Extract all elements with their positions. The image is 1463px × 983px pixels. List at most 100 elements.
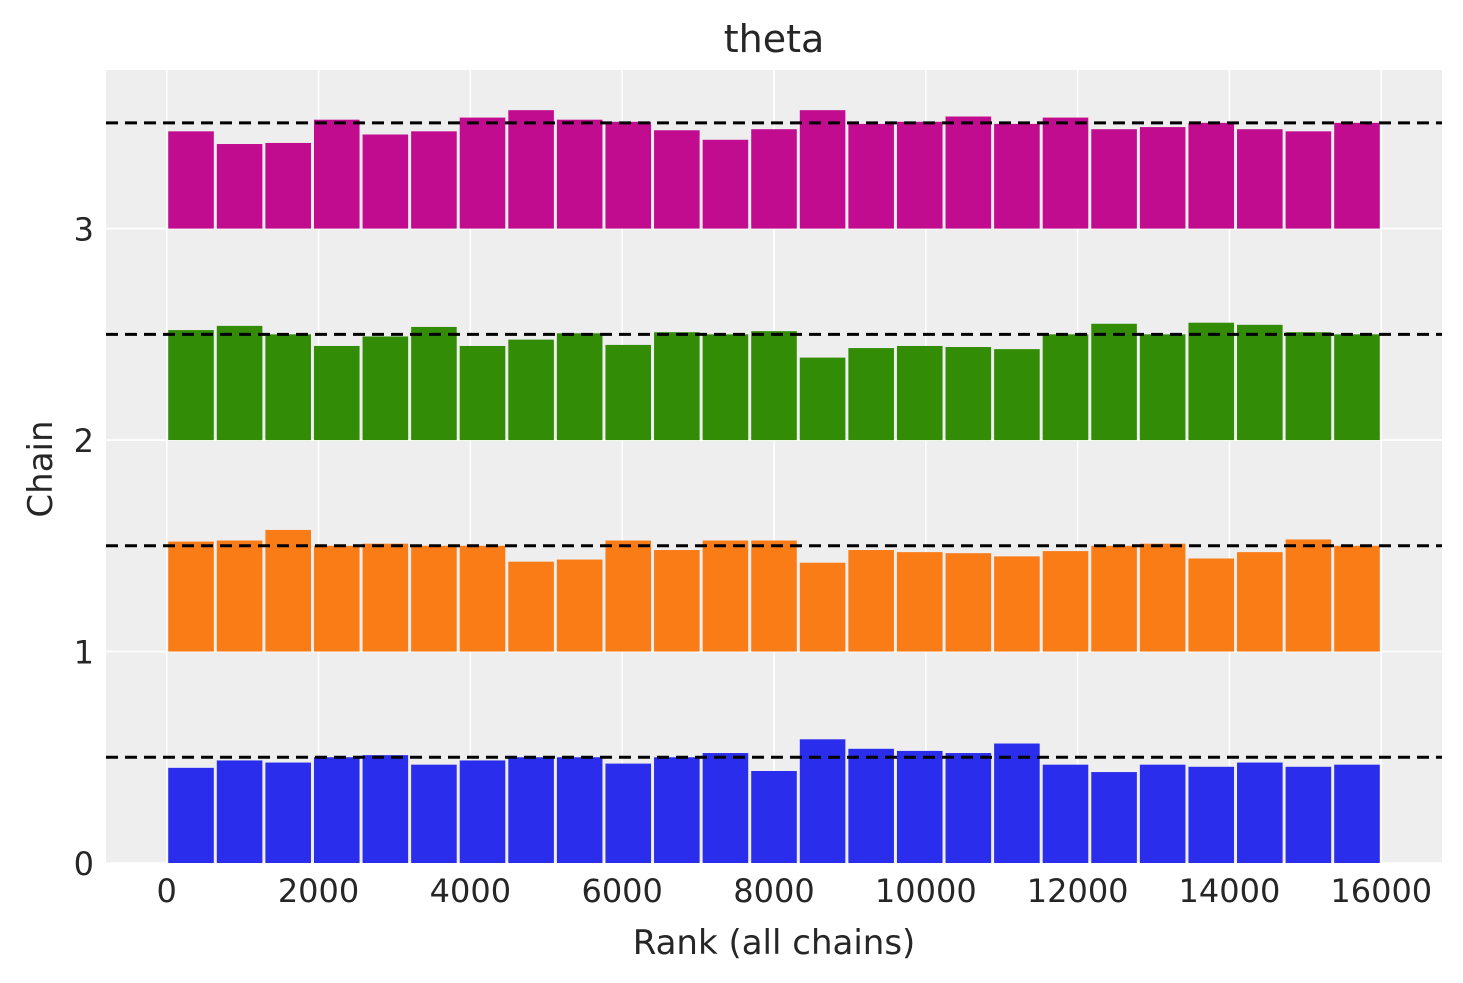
- chain-0-bar-8: [556, 757, 603, 863]
- chain-0-bar-11: [702, 753, 749, 863]
- chain-3-bar-19: [1091, 129, 1137, 229]
- chain-0-bar-3: [313, 757, 360, 863]
- chain-2-bar-17: [994, 349, 1040, 441]
- chain-0-bar-4: [362, 755, 409, 863]
- chain-0-bar-17: [994, 743, 1040, 863]
- chain-1-bar-11: [702, 540, 749, 652]
- chain-0-bar-7: [508, 757, 554, 863]
- chain-3-bar-4: [362, 134, 409, 229]
- chain-2-bar-18: [1042, 334, 1089, 441]
- chain-1-bar-20: [1139, 543, 1186, 652]
- chain-2-bar-24: [1334, 334, 1380, 441]
- chain-0-bar-16: [945, 753, 992, 863]
- chain-0-bar-10: [654, 757, 700, 863]
- chain-0-bar-9: [605, 763, 652, 863]
- chain-2-bar-3: [313, 345, 360, 441]
- rank-histogram-bars: [168, 110, 1380, 863]
- chain-0-bar-13: [799, 739, 846, 863]
- chain-3-bar-2: [265, 142, 311, 229]
- x-tick-label: 16000: [1330, 872, 1432, 910]
- chain-1-bar-9: [605, 540, 652, 652]
- chain-2-bar-11: [702, 334, 749, 441]
- chain-1-bar-0: [168, 541, 214, 652]
- chain-3-bar-7: [508, 110, 554, 229]
- chain-1-bar-12: [751, 540, 797, 652]
- chain-3-bar-1: [216, 144, 263, 229]
- chain-2-bar-10: [654, 332, 700, 441]
- chain-2-bar-16: [945, 347, 992, 441]
- chain-2-bar-7: [508, 339, 554, 441]
- chain-0-bar-12: [751, 771, 797, 863]
- chain-0-bar-2: [265, 762, 311, 863]
- chain-2-bar-21: [1188, 322, 1235, 441]
- chain-1-bar-1: [216, 540, 263, 652]
- chain-1-bar-6: [459, 545, 506, 652]
- chain-3-bar-16: [945, 116, 992, 229]
- chain-2-bar-12: [751, 331, 797, 441]
- x-tick-label: 12000: [1027, 872, 1129, 910]
- chain-0-bar-0: [168, 767, 214, 863]
- chart-title: theta: [724, 17, 825, 61]
- chain-2-bar-23: [1285, 332, 1332, 441]
- uniform-reference-lines: [106, 121, 1442, 759]
- chain-2-bar-13: [799, 357, 846, 441]
- chain-3-bar-14: [848, 123, 894, 229]
- chain-0-bar-24: [1334, 764, 1380, 863]
- chain-3-bar-11: [702, 139, 749, 229]
- chain-2-bar-5: [411, 326, 457, 441]
- chain-3-bar-17: [994, 123, 1040, 229]
- y-axis-label: Chain: [21, 420, 61, 517]
- x-tick-label: 2000: [278, 872, 359, 910]
- chain-3-bar-24: [1334, 122, 1380, 229]
- chain-2-bar-19: [1091, 323, 1137, 441]
- chain-3-bar-21: [1188, 122, 1235, 229]
- chain-0-bar-22: [1237, 762, 1283, 863]
- chain-2-bar-20: [1139, 334, 1186, 441]
- chain-0-bar-19: [1091, 772, 1137, 863]
- chain-2-bar-9: [605, 344, 652, 441]
- chain-3-bar-10: [654, 130, 700, 229]
- chain-0-bar-14: [848, 748, 894, 863]
- chain-1-bar-7: [508, 561, 554, 652]
- chain-1-bar-2: [265, 529, 311, 652]
- chain-1-bar-17: [994, 556, 1040, 652]
- chain-3-bar-15: [896, 121, 943, 229]
- chain-3-bar-3: [313, 119, 360, 229]
- chain-3-bar-9: [605, 121, 652, 229]
- chain-3-bar-5: [411, 131, 457, 229]
- chain-1-bar-13: [799, 562, 846, 652]
- chain-1-bar-8: [556, 559, 603, 652]
- chain-3-bar-8: [556, 119, 603, 229]
- x-tick-label: 10000: [875, 872, 977, 910]
- chain-2-bar-1: [216, 325, 263, 441]
- x-tick-label: 6000: [581, 872, 662, 910]
- y-tick-labels: 0 1 2 3: [74, 211, 94, 883]
- x-tick-label: 14000: [1179, 872, 1281, 910]
- y-tick-label: 1: [74, 634, 94, 672]
- chain-0-bar-6: [459, 760, 506, 863]
- chain-0-bar-18: [1042, 764, 1089, 863]
- chain-2-bar-8: [556, 333, 603, 441]
- chain-1-bar-23: [1285, 539, 1332, 652]
- x-tick-label: 0: [157, 872, 177, 910]
- y-tick-label: 0: [74, 845, 94, 883]
- y-tick-label: 2: [74, 422, 94, 460]
- chain-1-bar-18: [1042, 551, 1089, 652]
- chain-1-bar-3: [313, 545, 360, 652]
- chain-3-bar-20: [1139, 127, 1186, 229]
- x-axis-label: Rank (all chains): [633, 923, 916, 963]
- chain-1-bar-15: [896, 552, 943, 652]
- chain-2-bar-6: [459, 345, 506, 441]
- chain-1-bar-10: [654, 550, 700, 652]
- chain-1-bar-14: [848, 550, 894, 652]
- chain-1-bar-19: [1091, 545, 1137, 652]
- chain-2-bar-0: [168, 330, 214, 441]
- x-tick-label: 8000: [733, 872, 814, 910]
- chain-1-bar-5: [411, 545, 457, 652]
- chain-3-bar-22: [1237, 129, 1283, 229]
- chain-3-bar-0: [168, 131, 214, 229]
- chain-0-bar-5: [411, 764, 457, 863]
- chain-0-bar-20: [1139, 764, 1186, 863]
- chain-1-bar-4: [362, 543, 409, 652]
